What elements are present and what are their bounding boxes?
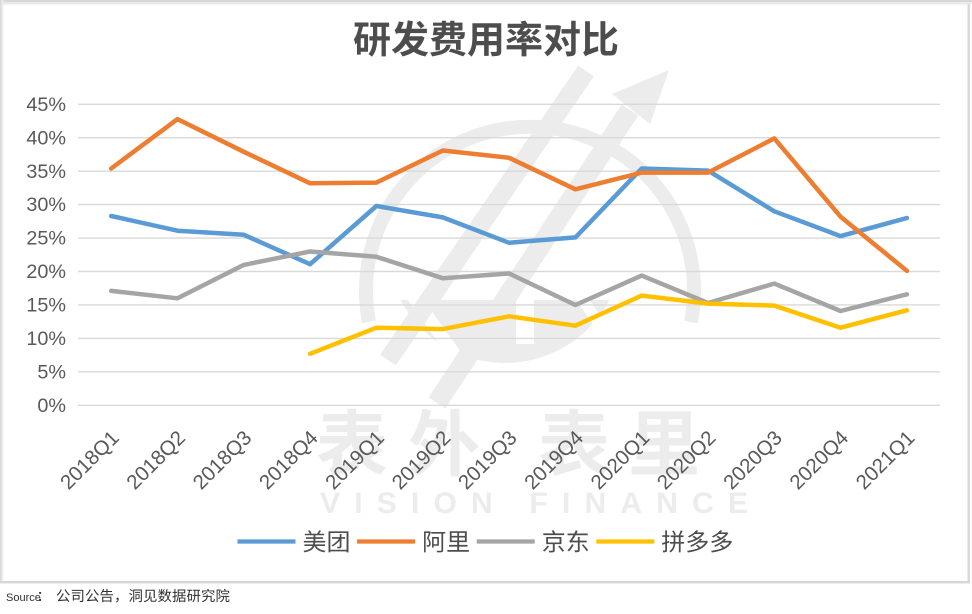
svg-text:Source: Source — [6, 592, 41, 604]
svg-text:15%: 15% — [26, 295, 66, 317]
svg-text:30%: 30% — [26, 194, 66, 216]
svg-text:10%: 10% — [26, 328, 66, 350]
svg-text:35%: 35% — [26, 161, 66, 183]
svg-text:VISION FINANCE: VISION FINANCE — [320, 487, 762, 520]
svg-text:45%: 45% — [26, 94, 66, 116]
svg-text:40%: 40% — [26, 127, 66, 149]
svg-text:0%: 0% — [37, 395, 66, 417]
svg-text:5%: 5% — [37, 361, 66, 383]
svg-text:25%: 25% — [26, 228, 66, 250]
svg-text:20%: 20% — [26, 261, 66, 283]
